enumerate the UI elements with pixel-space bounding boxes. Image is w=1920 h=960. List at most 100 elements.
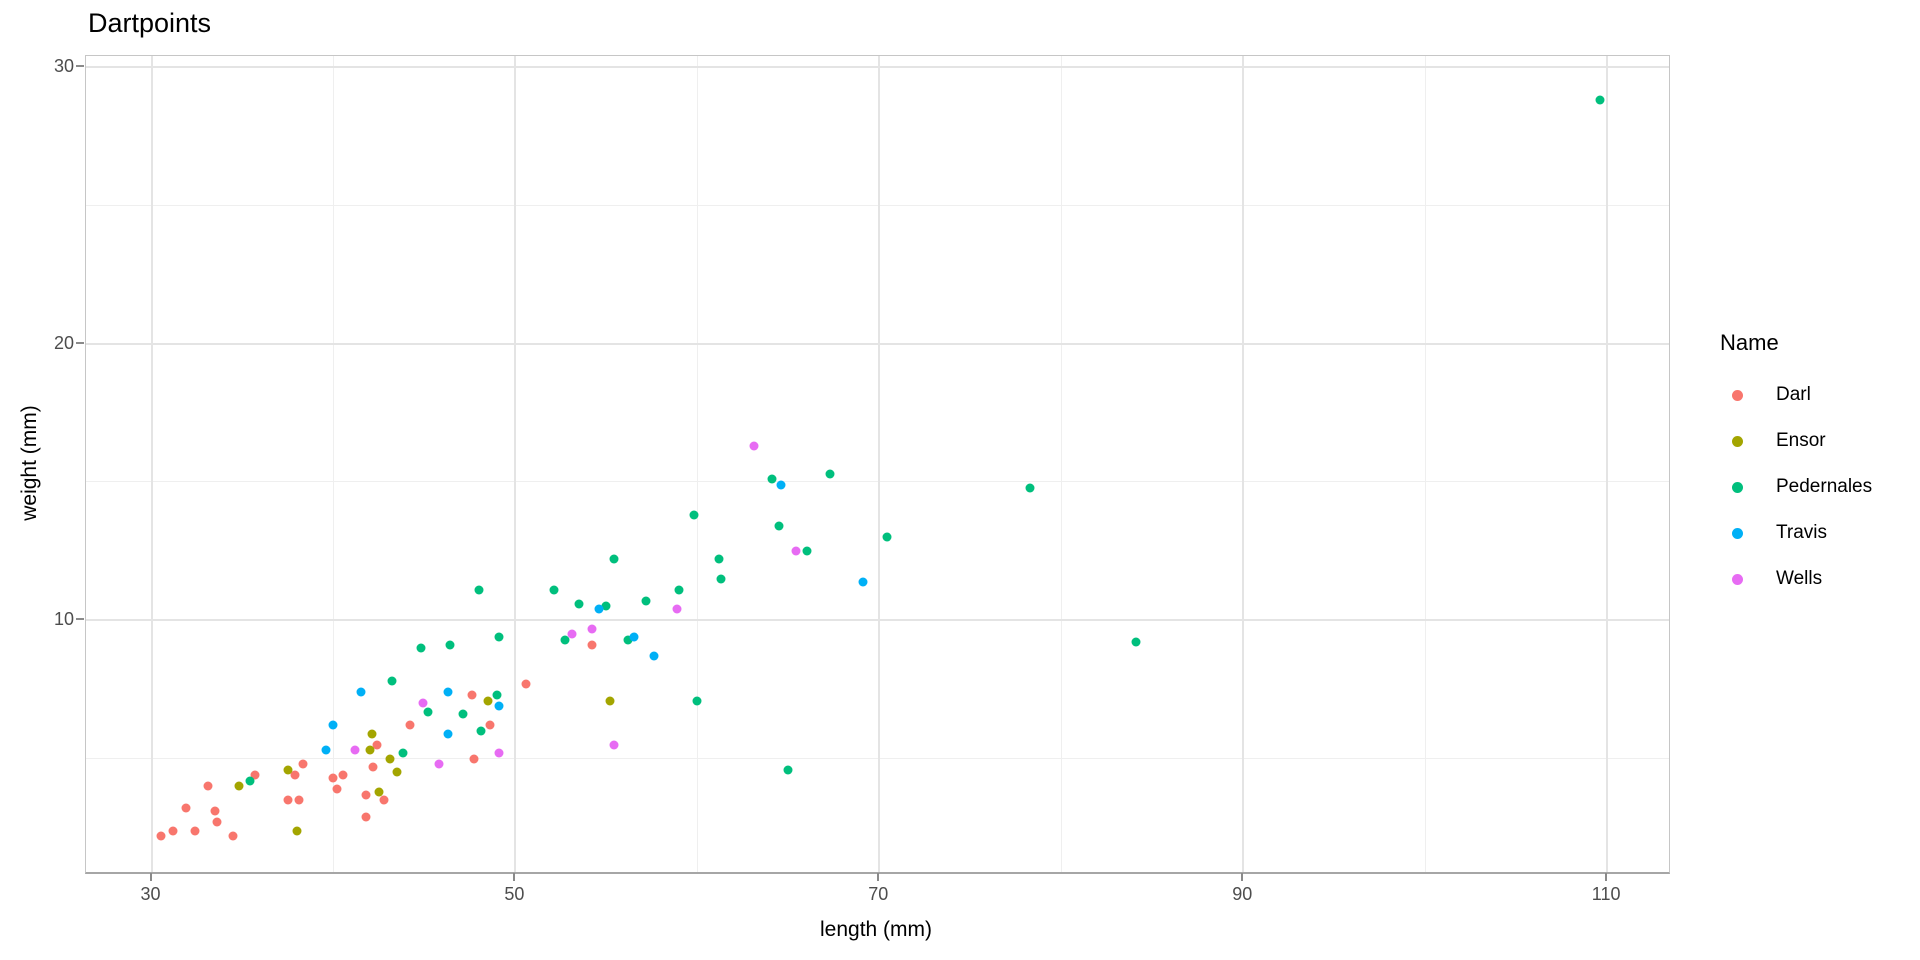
x-major-gridline — [878, 56, 881, 872]
data-point-wells — [609, 740, 619, 750]
data-point-darl — [485, 720, 495, 730]
data-point-darl — [210, 806, 220, 816]
data-point-pedernales — [423, 707, 433, 717]
legend-key-dot — [1732, 481, 1743, 493]
data-point-pedernales — [601, 601, 611, 611]
data-point-travis — [494, 701, 504, 711]
y-minor-gridline — [86, 758, 1669, 760]
data-point-darl — [250, 770, 260, 780]
data-point-travis — [858, 577, 868, 587]
legend-key-dot — [1732, 389, 1743, 401]
data-point-ensor — [605, 696, 615, 705]
legend-entry-label: Darl — [1776, 384, 1811, 405]
legend-key-dot — [1732, 435, 1743, 447]
data-point-darl — [521, 679, 531, 689]
legend-entry-pedernales: Pedernales — [1712, 464, 1872, 510]
data-point-darl — [405, 720, 415, 730]
x-tick-mark — [513, 873, 516, 881]
data-point-darl — [379, 795, 389, 805]
data-point-pedernales — [774, 521, 784, 531]
x-major-gridline — [514, 56, 517, 872]
y-major-gridline — [86, 342, 1669, 345]
data-point-travis — [443, 729, 453, 739]
data-point-travis — [594, 604, 604, 614]
legend-entry-label: Wells — [1776, 568, 1823, 589]
data-point-travis — [776, 480, 786, 490]
data-point-wells — [672, 604, 682, 614]
data-point-ensor — [392, 767, 402, 777]
data-point-ensor — [483, 696, 493, 705]
data-point-darl — [372, 740, 382, 750]
legend-entry-travis: Travis — [1712, 510, 1872, 556]
data-point-darl — [328, 773, 338, 783]
data-point-wells — [749, 441, 759, 451]
y-major-gridline — [86, 66, 1669, 69]
data-point-pedernales — [882, 532, 892, 542]
data-point-darl — [298, 759, 308, 769]
data-point-ensor — [374, 787, 384, 797]
data-point-pedernales — [1595, 95, 1605, 105]
x-tick-mark — [1241, 873, 1244, 881]
x-tick-mark — [149, 873, 152, 881]
y-tick-label: 20 — [53, 332, 74, 353]
data-point-pedernales — [692, 696, 702, 705]
x-tick-label: 30 — [140, 884, 161, 904]
data-point-pedernales — [802, 546, 812, 556]
data-point-pedernales — [549, 585, 559, 595]
plot-panel — [85, 55, 1670, 874]
data-point-pedernales — [689, 510, 699, 520]
legend-entry-label: Pedernales — [1776, 476, 1873, 497]
data-point-travis — [649, 651, 659, 661]
data-point-ensor — [283, 765, 293, 775]
data-point-darl — [332, 784, 342, 794]
data-point-darl — [156, 831, 166, 841]
data-point-darl — [181, 803, 191, 813]
data-point-pedernales — [476, 726, 486, 736]
data-point-pedernales — [398, 748, 408, 758]
data-point-ensor — [365, 745, 375, 755]
data-point-pedernales — [716, 574, 726, 584]
data-point-ensor — [292, 826, 302, 835]
legend-title: Name — [1720, 330, 1779, 355]
data-point-darl — [212, 817, 222, 827]
y-tick-mark — [76, 65, 84, 68]
legend-entry-ensor: Ensor — [1712, 418, 1872, 464]
data-point-pedernales — [714, 554, 724, 564]
legend: Name Darl Ensor Pedernales Travis Wells — [1712, 330, 1872, 602]
data-point-ensor — [234, 781, 244, 791]
plot-title: Dartpoints — [88, 8, 212, 38]
legend-entry-label: Travis — [1776, 522, 1828, 543]
data-point-pedernales — [492, 690, 502, 700]
data-point-darl — [587, 640, 597, 650]
x-tick-mark — [877, 873, 880, 881]
legend-rows: Darl Ensor Pedernales Travis Wells — [1712, 372, 1872, 602]
data-point-pedernales — [1025, 483, 1035, 492]
data-point-pedernales — [560, 635, 570, 645]
x-minor-gridline — [696, 56, 698, 872]
data-point-travis — [356, 687, 366, 697]
y-major-gridline — [86, 619, 1669, 622]
data-point-darl — [228, 831, 238, 841]
legend-entry-darl: Darl — [1712, 372, 1872, 418]
x-tick-label: 50 — [504, 884, 525, 904]
data-point-pedernales — [474, 585, 484, 595]
data-point-travis — [321, 745, 331, 755]
data-point-pedernales — [574, 599, 584, 609]
data-point-pedernales — [1131, 637, 1141, 647]
data-point-darl — [168, 826, 178, 835]
x-axis-title: length (mm) — [819, 918, 933, 941]
data-point-darl — [469, 754, 479, 764]
data-point-wells — [350, 745, 360, 755]
legend-entry-wells: Wells — [1712, 556, 1872, 602]
data-point-darl — [338, 770, 348, 780]
data-point-darl — [368, 762, 378, 772]
data-point-darl — [361, 790, 371, 800]
x-tick-label: 110 — [1591, 884, 1621, 904]
data-point-wells — [791, 546, 801, 556]
legend-key-dot — [1732, 527, 1743, 539]
y-tick-label: 30 — [53, 56, 74, 77]
x-major-gridline — [1606, 56, 1609, 872]
data-point-pedernales — [416, 643, 426, 653]
data-point-pedernales — [641, 596, 651, 606]
